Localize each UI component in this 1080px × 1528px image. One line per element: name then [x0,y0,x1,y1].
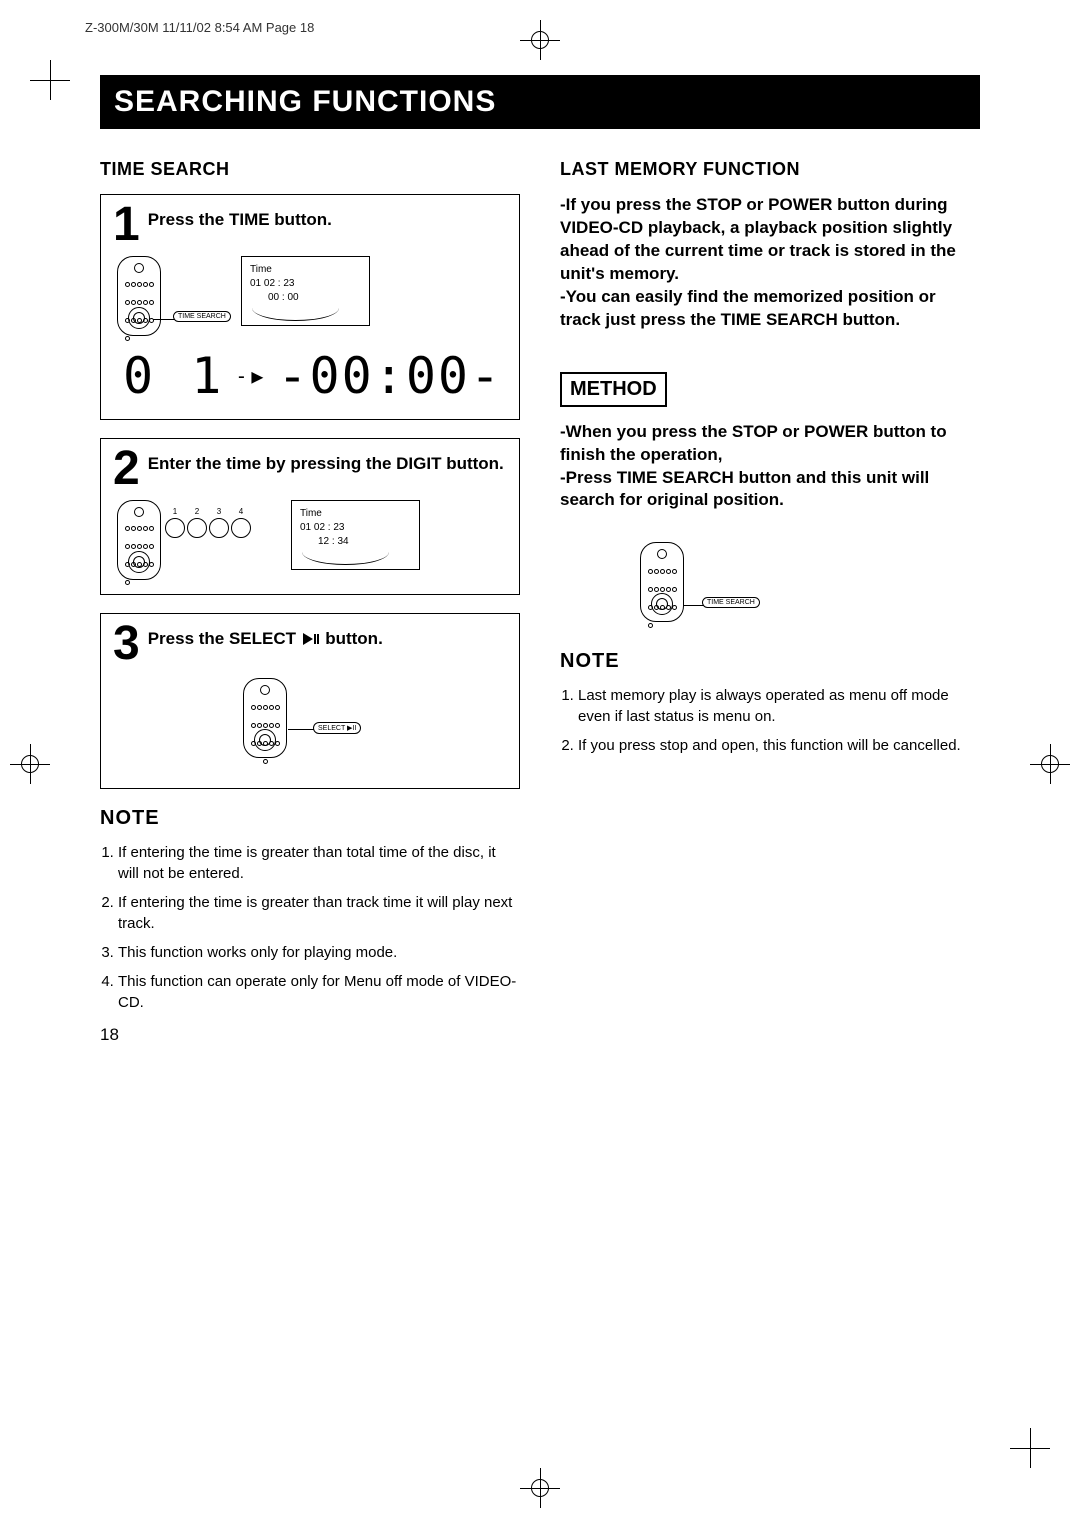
page-title: SEARCHING FUNCTIONS [100,75,980,129]
time-search-callout: TIME SEARCH [173,311,231,322]
note-list-left: If entering the time is greater than tot… [100,842,520,1013]
note-item: Last memory play is always operated as m… [578,685,980,727]
osd-display-1: Time 01 02 : 23 00 : 00 [241,256,370,326]
osd-display-2: Time 01 02 : 23 12 : 34 [291,500,420,570]
time-search-callout-right: TIME SEARCH [702,597,760,608]
page-number: 18 [100,1025,520,1045]
registration-left [10,744,50,784]
note-item: If you press stop and open, this functio… [578,735,980,756]
note-item: If entering the time is greater than tra… [118,892,520,934]
note-item: If entering the time is greater than tot… [118,842,520,884]
remote-icon [117,256,161,336]
step1-text: Press the TIME button. [148,205,332,230]
crop-mark-tl [30,60,70,100]
remote-icon [243,678,287,758]
last-memory-heading: LAST MEMORY FUNCTION [560,159,980,180]
registration-top [520,20,560,60]
registration-bottom [520,1468,560,1508]
note-list-right: Last memory play is always operated as m… [560,685,980,756]
note-heading-right: NOTE [560,650,980,673]
last-memory-para1: -If you press the STOP or POWER button d… [560,194,980,332]
remote-icon [117,500,161,580]
step2-box: 2 Enter the time by pressing the DIGIT b… [100,438,520,595]
time-search-heading: TIME SEARCH [100,159,520,180]
note-item: This function can operate only for Menu … [118,971,520,1013]
step3-box: 3 Press the SELECT button. SELECT ▶II [100,613,520,790]
select-callout: SELECT ▶II [313,722,361,734]
step2-number: 2 [113,449,140,490]
step2-text: Enter the time by pressing the DIGIT but… [148,449,504,474]
step3-number: 3 [113,624,140,665]
step1-number: 1 [113,205,140,246]
method-para: -When you press the STOP or POWER button… [560,421,980,513]
method-label: METHOD [560,372,667,407]
digit-buttons: 1 2 3 4 [165,518,251,538]
note-heading-left: NOTE [100,807,520,830]
remote-icon [640,542,684,622]
right-column: LAST MEMORY FUNCTION -If you press the S… [560,159,980,1045]
step3-text: Press the SELECT button. [148,624,383,649]
registration-right [1030,744,1070,784]
left-column: TIME SEARCH 1 Press the TIME button. TIM… [100,159,520,1045]
step1-box: 1 Press the TIME button. TIME SEARCH Tim… [100,194,520,420]
crop-mark-br [1010,1428,1050,1468]
seven-segment-display: 0 1 -▶ -00:00- [123,347,507,405]
note-item: This function works only for playing mod… [118,942,520,963]
